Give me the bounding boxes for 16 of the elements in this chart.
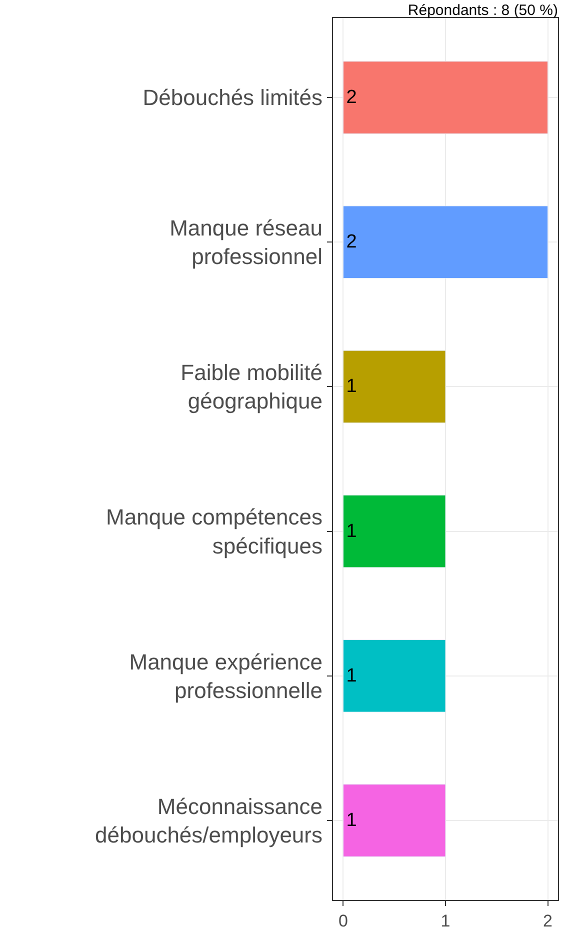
data-label: 2	[346, 232, 357, 253]
data-label: 2	[346, 87, 357, 108]
data-label: 1	[346, 376, 357, 398]
y-tick-label: Débouchés limités	[142, 85, 322, 110]
chart-title: Répondants : 8 (50 %)	[408, 2, 558, 20]
y-tick-label: Méconnaissance débouchés/employeurs	[95, 794, 322, 848]
x-tick-label: 1	[440, 912, 450, 930]
y-tick-label: Faible mobilité géographique	[180, 360, 322, 414]
x-tick-label: 2	[543, 912, 553, 930]
data-label: 1	[346, 520, 357, 542]
y-tick-label: Manque réseau professionnel	[170, 216, 322, 270]
x-tick-label: 0	[338, 912, 348, 930]
data-label: 1	[346, 810, 357, 831]
y-tick-label: Manque expérience professionnelle	[129, 649, 322, 703]
y-tick-label: Manque compétences spécifiques	[106, 504, 322, 558]
data-label: 1	[346, 665, 357, 686]
